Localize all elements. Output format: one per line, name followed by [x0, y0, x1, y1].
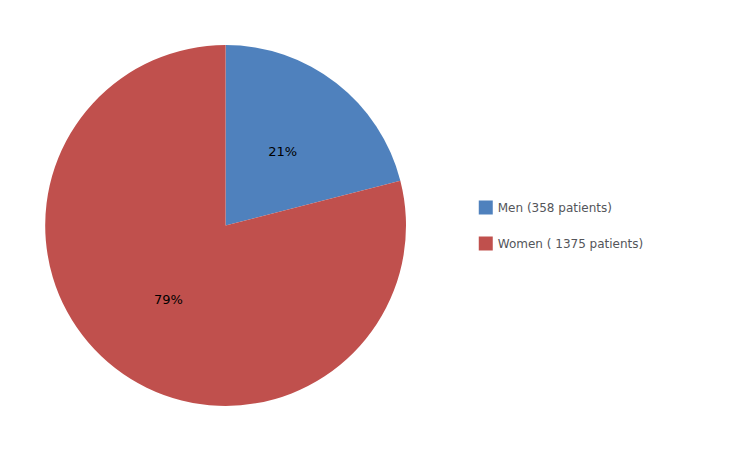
svg-text:Men (358 patients): Men (358 patients) — [498, 201, 612, 215]
svg-text:Women ( 1375 patients): Women ( 1375 patients) — [498, 237, 643, 251]
svg-text:79%: 79% — [154, 292, 183, 307]
svg-text:21%: 21% — [268, 144, 297, 159]
